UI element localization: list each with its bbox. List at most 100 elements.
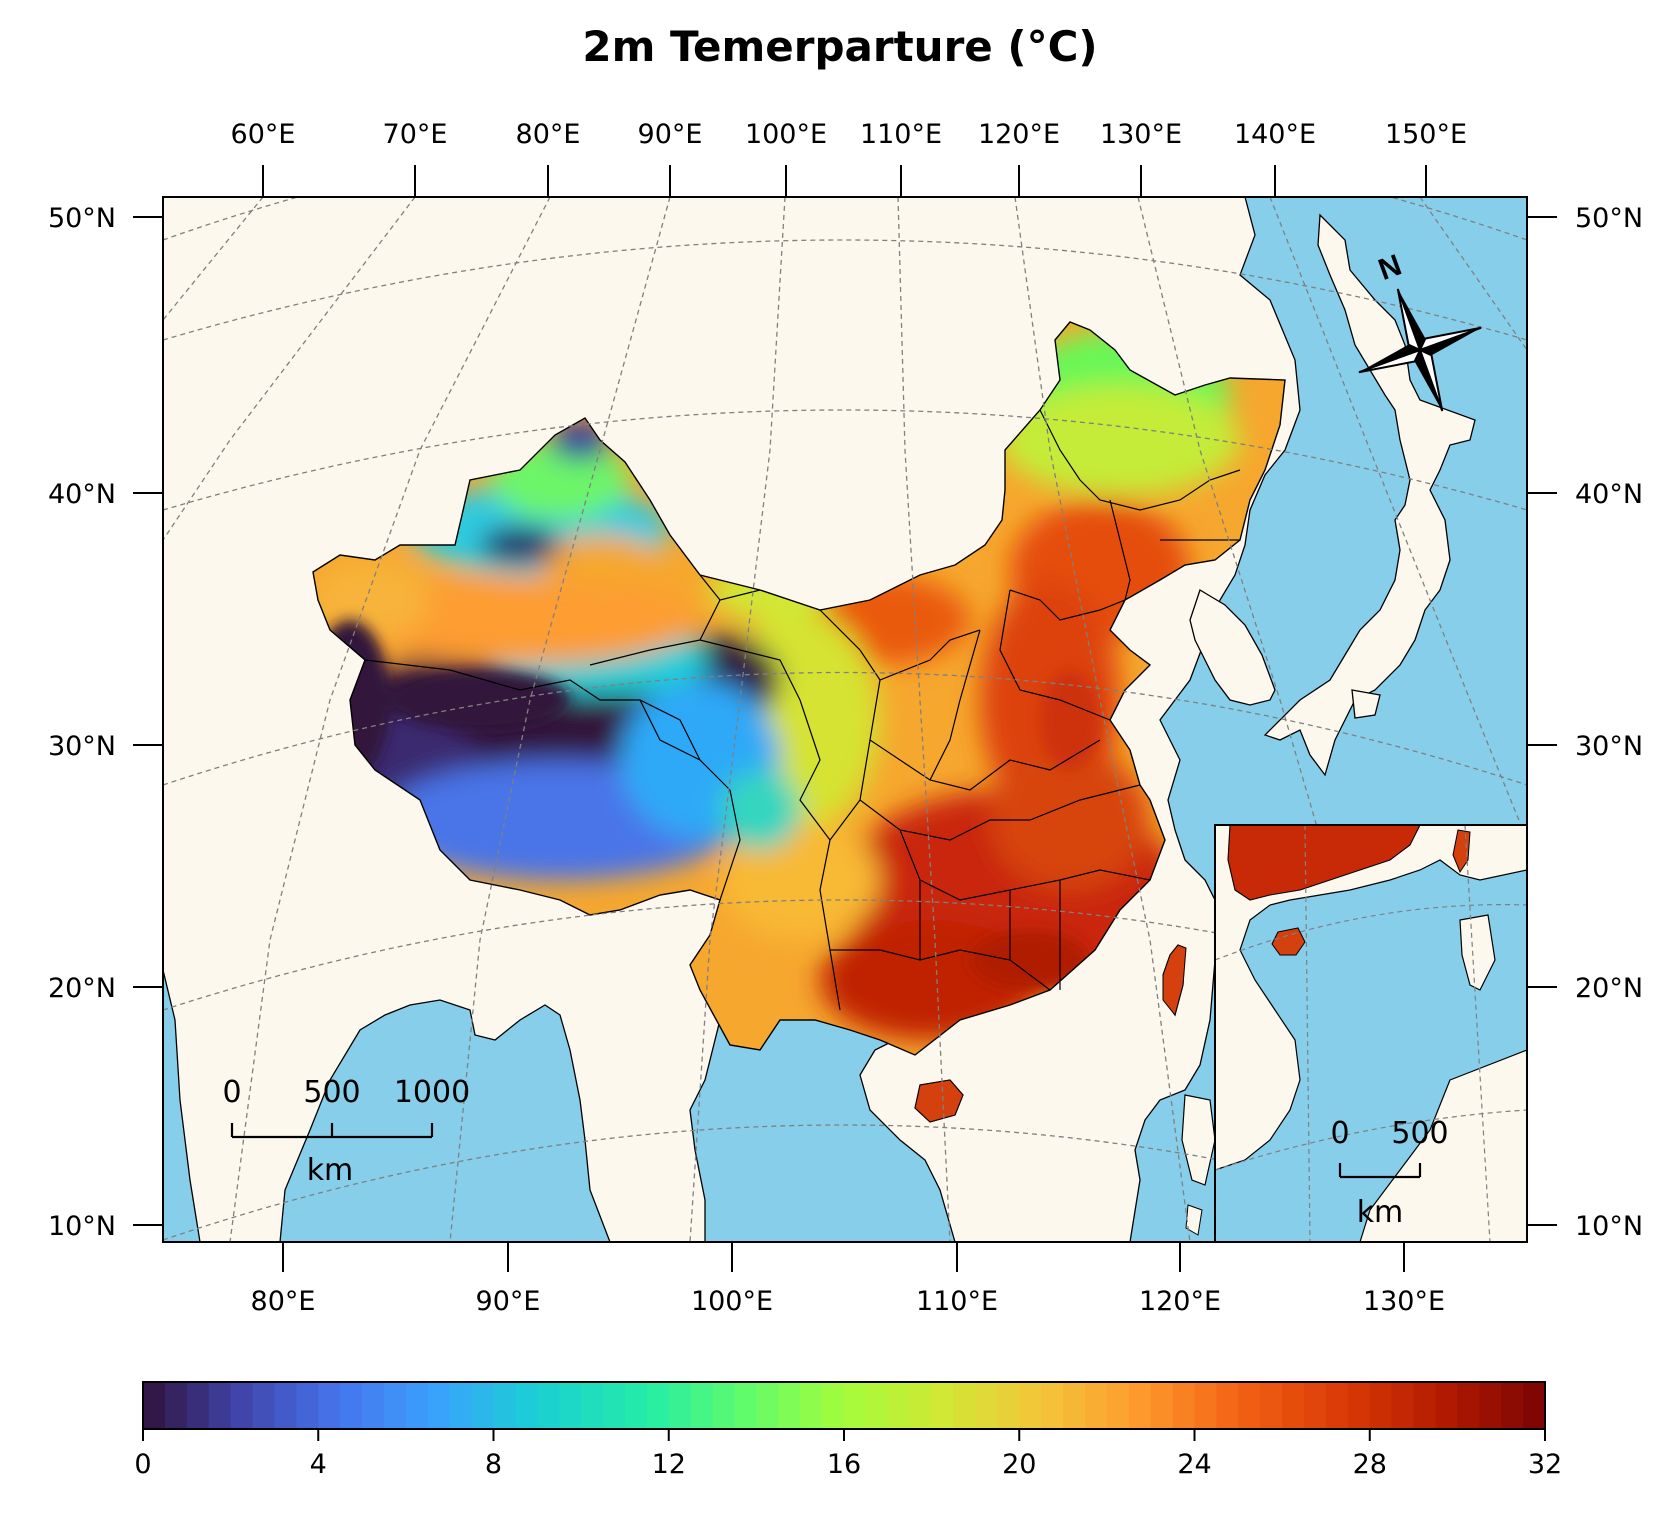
scale-bar: 0 500 1000 km	[222, 1075, 470, 1188]
colorbar-block	[953, 1382, 977, 1429]
colorbar-blocks	[143, 1382, 1546, 1429]
left-ticks	[133, 216, 163, 1226]
bottom-lon-label: 130°E	[1363, 1286, 1445, 1317]
top-ticks	[262, 165, 1427, 197]
bottom-lon-label: 120°E	[1139, 1286, 1221, 1317]
colorbar-block	[186, 1382, 210, 1429]
scale-label: 500	[303, 1075, 360, 1110]
map-title: 2m Temerparture (°C)	[582, 22, 1098, 71]
left-lat-label: 40°N	[48, 479, 116, 510]
colorbar-block	[405, 1382, 429, 1429]
colorbar-block	[296, 1382, 319, 1429]
colorbar-block	[449, 1382, 473, 1429]
colorbar-block	[1063, 1382, 1086, 1429]
colorbar-block	[164, 1382, 188, 1429]
colorbar-block	[143, 1382, 166, 1429]
scale-unit: km	[307, 1153, 354, 1188]
colorbar-block	[646, 1382, 670, 1429]
bottom-lon-label: 100°E	[691, 1286, 773, 1317]
compass-rose-icon: N	[1358, 249, 1482, 412]
land-japan-south	[1351, 689, 1381, 719]
colorbar-block	[1019, 1382, 1042, 1429]
colorbar-block	[1501, 1382, 1524, 1429]
colorbar-block	[822, 1382, 845, 1429]
colorbar-tick-label: 0	[134, 1449, 151, 1480]
colorbar-block	[1128, 1382, 1152, 1429]
left-lat-label: 10°N	[48, 1211, 116, 1242]
map-frame	[162, 196, 1528, 1243]
top-lon-label: 90°E	[638, 119, 703, 150]
bottom-ticks	[282, 1242, 1405, 1272]
top-lon-label: 60°E	[231, 119, 296, 150]
colorbar-block	[230, 1382, 254, 1429]
inset-scale-label: 0	[1330, 1116, 1349, 1151]
bottom-lon-label: 110°E	[916, 1286, 998, 1317]
colorbar-tick-label: 28	[1353, 1449, 1387, 1480]
colorbar-block	[1523, 1382, 1546, 1429]
colorbar-block	[274, 1382, 297, 1429]
colorbar-block	[668, 1382, 692, 1429]
right-lat-label: 20°N	[1575, 973, 1643, 1004]
colorbar-block	[318, 1382, 341, 1429]
colorbar-block	[1238, 1382, 1261, 1429]
colorbar-block	[1194, 1382, 1218, 1429]
colorbar-block	[559, 1382, 582, 1429]
colorbar-block	[975, 1382, 998, 1429]
top-lon-label: 70°E	[383, 119, 448, 150]
inset-scale-label: 500	[1391, 1116, 1448, 1151]
colorbar-block	[624, 1382, 648, 1429]
colorbar-block	[208, 1382, 232, 1429]
colorbar-block	[362, 1382, 385, 1429]
top-lon-label: 130°E	[1100, 119, 1182, 150]
colorbar-block	[427, 1382, 451, 1429]
colorbar-tick-label: 16	[827, 1449, 861, 1480]
colorbar-block	[1391, 1382, 1415, 1429]
colorbar-tick-label: 12	[652, 1449, 686, 1480]
province-borders	[312, 321, 1286, 1056]
colorbar-block	[734, 1382, 757, 1429]
colorbar-block	[1106, 1382, 1130, 1429]
top-lon-label: 110°E	[860, 119, 942, 150]
colorbar-block	[1084, 1382, 1108, 1429]
left-lat-label: 20°N	[48, 973, 116, 1004]
scale-label: 1000	[394, 1075, 470, 1110]
colorbar-block	[1369, 1382, 1393, 1429]
colorbar-block	[1413, 1382, 1437, 1429]
colorbar-tick-label: 20	[1002, 1449, 1036, 1480]
colorbar-block	[756, 1382, 779, 1429]
colorbar-tick-label: 32	[1528, 1449, 1562, 1480]
colorbar-block	[1172, 1382, 1196, 1429]
land-korea	[1189, 589, 1276, 706]
colorbar-block	[690, 1382, 714, 1429]
colorbar-tick-label: 4	[310, 1449, 327, 1480]
left-lat-label: 50°N	[48, 203, 116, 234]
colorbar-block	[1479, 1382, 1502, 1429]
scale-label: 0	[222, 1075, 241, 1110]
colorbar-block	[1150, 1382, 1174, 1429]
land-philippines	[1181, 1094, 1216, 1186]
right-lat-label: 50°N	[1575, 203, 1643, 234]
colorbar-block	[493, 1382, 517, 1429]
top-lon-label: 150°E	[1385, 119, 1467, 150]
colorbar-block	[909, 1382, 933, 1429]
colorbar-block	[1457, 1382, 1480, 1429]
right-lat-label: 40°N	[1575, 479, 1643, 510]
right-lat-label: 10°N	[1575, 1211, 1643, 1242]
colorbar-block	[1347, 1382, 1371, 1429]
inset-scale-bar: 0 500 km	[1330, 1116, 1448, 1230]
colorbar-block	[712, 1382, 736, 1429]
colorbar-block	[252, 1382, 276, 1429]
colorbar: 0 4 8 12 16 20 24 28 32	[134, 1381, 1562, 1480]
colorbar-block	[931, 1382, 955, 1429]
bottom-lon-label: 80°E	[251, 1286, 316, 1317]
colorbar-ticks: 0 4 8 12 16 20 24 28 32	[134, 1429, 1562, 1480]
colorbar-block	[1216, 1382, 1239, 1429]
bottom-lon-label: 90°E	[476, 1286, 541, 1317]
colorbar-block	[1435, 1382, 1458, 1429]
inset-map	[1214, 824, 1528, 1243]
colorbar-block	[844, 1382, 867, 1429]
colorbar-block	[537, 1382, 560, 1429]
colorbar-block	[887, 1382, 911, 1429]
colorbar-block	[778, 1382, 801, 1429]
